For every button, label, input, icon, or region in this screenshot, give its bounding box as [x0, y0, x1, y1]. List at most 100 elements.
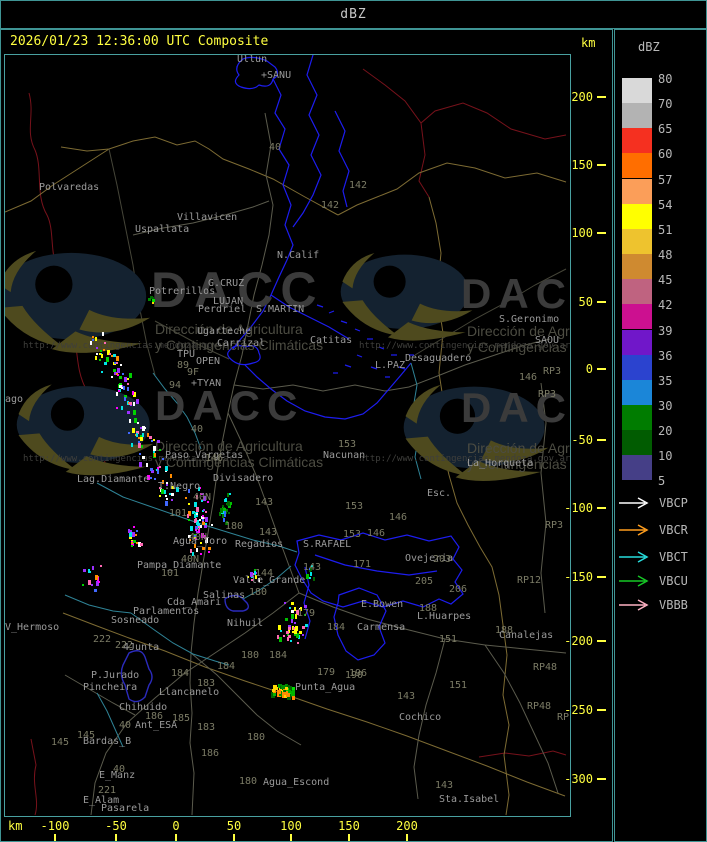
vbbb-arrow-icon: [619, 599, 649, 611]
place-label: +TYAN: [191, 378, 222, 389]
place-label: Potrerillos: [149, 286, 216, 297]
route-number-label: 40N: [181, 554, 200, 565]
echo-dot: [132, 525, 135, 528]
echo-dot: [129, 401, 133, 405]
echo-dot: [276, 634, 279, 639]
echo-dot: [292, 626, 296, 630]
echo-dot: [271, 688, 275, 692]
echo-dot: [196, 513, 199, 516]
x-tick-mark: [406, 834, 408, 841]
echo-dot: [165, 483, 168, 486]
echo-dot: [166, 481, 168, 484]
route-number-label: 190: [345, 670, 364, 681]
echo-dot: [118, 376, 122, 379]
echo-dot: [223, 518, 226, 523]
echo-dot: [113, 372, 117, 376]
route-number-label: 151: [449, 680, 468, 691]
route-number-label: 180: [241, 650, 260, 661]
echo-dot: [175, 487, 179, 493]
echo-dot: [151, 469, 155, 473]
echo-dot: [107, 350, 111, 356]
place-label: Pasarela: [101, 803, 150, 814]
scale-value-label: 20: [658, 424, 673, 439]
echo-dot: [298, 608, 301, 611]
echo-dot: [137, 437, 140, 440]
echo-dot: [247, 576, 250, 579]
legend-label: VBCR: [659, 523, 688, 537]
echo-dot: [100, 349, 103, 352]
route-number-label: 196: [349, 668, 368, 679]
place-label: Ant_ESA: [135, 720, 178, 731]
route-number-label: 143: [303, 562, 322, 573]
scale-swatch: [622, 379, 652, 405]
echo-dot: [146, 433, 149, 438]
echo-dot: [140, 436, 144, 441]
route-number-label: 143: [435, 780, 454, 791]
scale-value-label: 39: [658, 323, 673, 338]
echo-dot: [153, 453, 156, 458]
scale-swatch: [622, 354, 652, 380]
echo-dot: [153, 450, 155, 453]
y-tick-mark: [597, 164, 606, 166]
place-label: OPEN: [196, 356, 221, 367]
echo-dot: [218, 512, 221, 516]
legend-label: VBCP: [659, 496, 688, 510]
echo-dot: [292, 695, 296, 701]
echo-dot: [139, 453, 142, 456]
place-label: Villavicen: [177, 212, 238, 223]
x-tick-mark: [175, 834, 177, 841]
place-label: L.Huarpes: [417, 611, 472, 622]
echo-dot: [200, 493, 203, 496]
place-label: Punta_Agua: [295, 682, 356, 693]
place-label: Salinas: [203, 590, 246, 601]
echo-dot: [301, 633, 304, 636]
y-tick-mark: [597, 368, 606, 370]
echo-dot: [290, 640, 293, 643]
echo-dot: [123, 376, 127, 382]
echo-dot: [288, 686, 292, 691]
legend-item-vbcr: VBCR: [618, 523, 688, 537]
x-tick-label: 100: [280, 819, 302, 833]
echo-dot: [284, 684, 288, 688]
route-number-label: 221: [98, 785, 117, 796]
legend-item-vbct: VBCT: [618, 550, 688, 564]
echo-dot: [88, 580, 92, 586]
echo-dot: [96, 580, 100, 586]
echo-dot: [149, 296, 153, 300]
echo-dot: [207, 546, 211, 550]
vbcr-arrow-icon: [619, 524, 649, 536]
place-label: S.RAFAEL: [303, 539, 352, 550]
echo-dot: [276, 689, 281, 694]
place-label: Perdriel: [198, 304, 247, 315]
route-number-label: 184: [327, 622, 346, 633]
scale-value-label: 45: [658, 273, 673, 288]
echo-dot: [110, 355, 113, 358]
route-number-label: 145: [77, 730, 96, 741]
echo-dot: [195, 528, 198, 531]
route-number-label: 222: [115, 640, 134, 651]
echo-dot: [171, 493, 174, 497]
echo-dot: [206, 500, 209, 503]
vbcp-arrow-icon: [619, 497, 649, 509]
echo-dot: [198, 518, 201, 521]
echo-dot: [136, 529, 138, 532]
dacc-eye-logo: [339, 247, 474, 345]
echo-dot: [95, 355, 98, 360]
place-label: Bardas_B: [83, 736, 132, 747]
x-tick-mark: [54, 834, 56, 841]
route-number-label: 101: [161, 568, 180, 579]
echo-dot: [225, 521, 228, 525]
echo-dot: [151, 439, 154, 442]
echo-dot: [281, 689, 286, 694]
scale-value-label: 60: [658, 147, 673, 162]
echo-dot: [194, 544, 197, 549]
echo-dot: [127, 377, 130, 380]
route-number-label: 146: [389, 512, 408, 523]
y-tick-label: 100: [571, 226, 593, 240]
echo-dot: [275, 687, 279, 691]
scale-value-label: 51: [658, 222, 673, 237]
route-number-label: RP3: [543, 366, 562, 377]
echo-dot: [165, 501, 169, 507]
echo-dot: [116, 361, 119, 364]
y-tick-label: 0: [585, 362, 593, 376]
